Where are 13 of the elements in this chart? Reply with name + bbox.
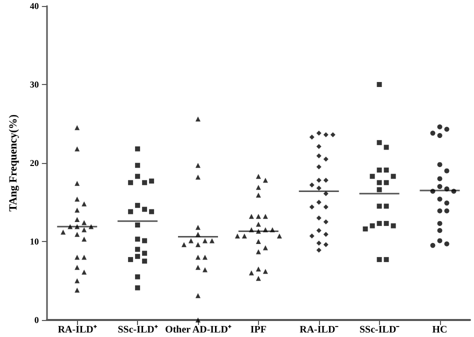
y-axis-title: TAng Frequency(%) — [8, 114, 20, 212]
x-tick-label: SSc-ILD⁻ — [359, 324, 400, 336]
x-tick-label: SSc-ILD⁺ — [118, 324, 158, 336]
y-tick-label: 40 — [30, 1, 40, 11]
x-tick-label: IPF — [250, 324, 267, 336]
x-tick-label: RA-ILD⁺ — [58, 324, 98, 336]
y-tick-label: 10 — [30, 236, 40, 246]
x-tick-label: Other AD-ILD⁺ — [165, 324, 232, 336]
y-tick-label: 30 — [30, 80, 40, 90]
x-tick-label: HC — [432, 324, 448, 336]
y-tick-label: 20 — [30, 158, 40, 168]
x-tick-label: RA-ILD⁻ — [300, 324, 340, 336]
y-tick-label: 0 — [34, 315, 40, 325]
